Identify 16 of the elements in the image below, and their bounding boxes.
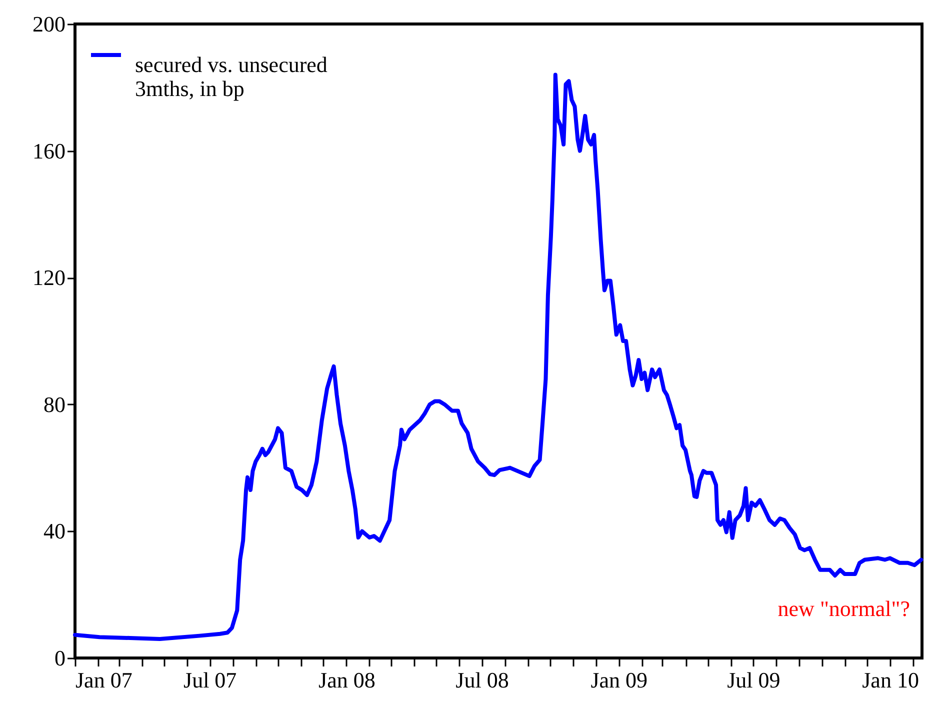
legend-label: secured vs. unsecured 3mths, in bp <box>135 52 328 101</box>
x-tick-label: Jan 08 <box>318 668 376 692</box>
x-tick-label: Jul 07 <box>184 668 237 692</box>
y-tick-label: 120 <box>32 265 66 290</box>
line-series <box>73 72 924 641</box>
x-tick-label: Jul 09 <box>727 668 780 692</box>
x-tick-label: Jan 10 <box>862 668 919 692</box>
x-tick-label: Jul 08 <box>456 668 509 692</box>
y-tick-label: 160 <box>32 138 66 164</box>
annotation: new "normal"? <box>778 596 910 621</box>
x-tick-label: Jan 09 <box>590 668 648 692</box>
y-tick-label: 40 <box>44 518 66 544</box>
y-tick-label: 0 <box>54 646 66 670</box>
y-tick-label: 80 <box>44 392 66 417</box>
y-tick-label: 200 <box>32 12 66 36</box>
x-tick-label: Jan 07 <box>76 668 132 692</box>
